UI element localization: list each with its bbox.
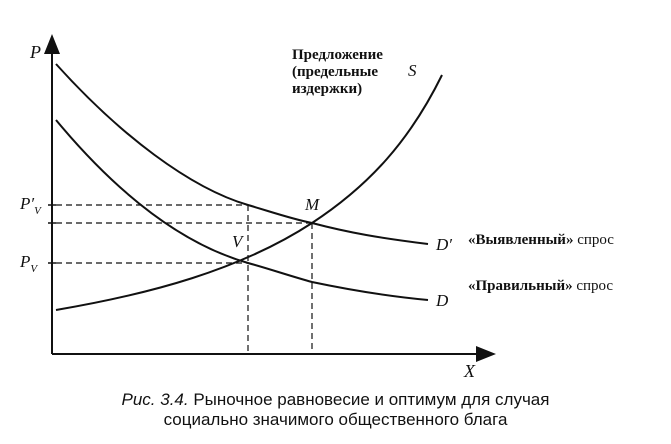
supply-label-line2: (предельные: [292, 64, 378, 80]
supply-curve: [55, 74, 443, 311]
x-axis-label: X: [463, 361, 476, 381]
revealed-demand-curve: [55, 63, 429, 245]
optimum-point-label: V: [232, 232, 245, 251]
price-p-prime-main: P′: [19, 194, 34, 213]
price-p-sub: V: [30, 263, 38, 275]
revealed-demand-name-quote: «Выявленный»: [468, 232, 573, 248]
price-p-prime-label: P′V: [19, 194, 42, 217]
price-p-label: PV: [19, 252, 38, 275]
caption-line2: социально значимого общественного блага: [163, 410, 508, 429]
correct-demand-name-rest: спрос: [573, 278, 614, 294]
caption-line1-text: Рыночное равновесие и оптимум для случая: [188, 390, 550, 409]
correct-demand-name: «Правильный» спрос: [468, 278, 613, 294]
supply-label-line3: издержки): [292, 81, 362, 97]
price-p-prime-sub: V: [34, 205, 42, 217]
y-axis-label: P: [29, 42, 41, 62]
supply-label-line1: Предложение: [292, 47, 383, 63]
market-point-label: M: [304, 195, 320, 214]
figure-caption: Рис. 3.4. Рыночное равновесие и оптимум …: [0, 390, 671, 430]
revealed-demand-name-rest: спрос: [573, 232, 614, 248]
price-p-main: P: [19, 252, 30, 271]
supply-letter: S: [408, 61, 417, 80]
revealed-demand-letter: D′: [435, 235, 452, 254]
correct-demand-letter: D: [435, 291, 449, 310]
revealed-demand-name: «Выявленный» спрос: [468, 232, 614, 248]
caption-line1: Рис. 3.4. Рыночное равновесие и оптимум …: [0, 390, 671, 410]
guide-lines: [56, 204, 313, 354]
correct-demand-name-quote: «Правильный»: [468, 278, 573, 294]
supply-label: Предложение (предельные издержки): [292, 47, 387, 97]
correct-demand-curve: [55, 119, 429, 301]
caption-figure-number: Рис. 3.4.: [121, 390, 189, 409]
